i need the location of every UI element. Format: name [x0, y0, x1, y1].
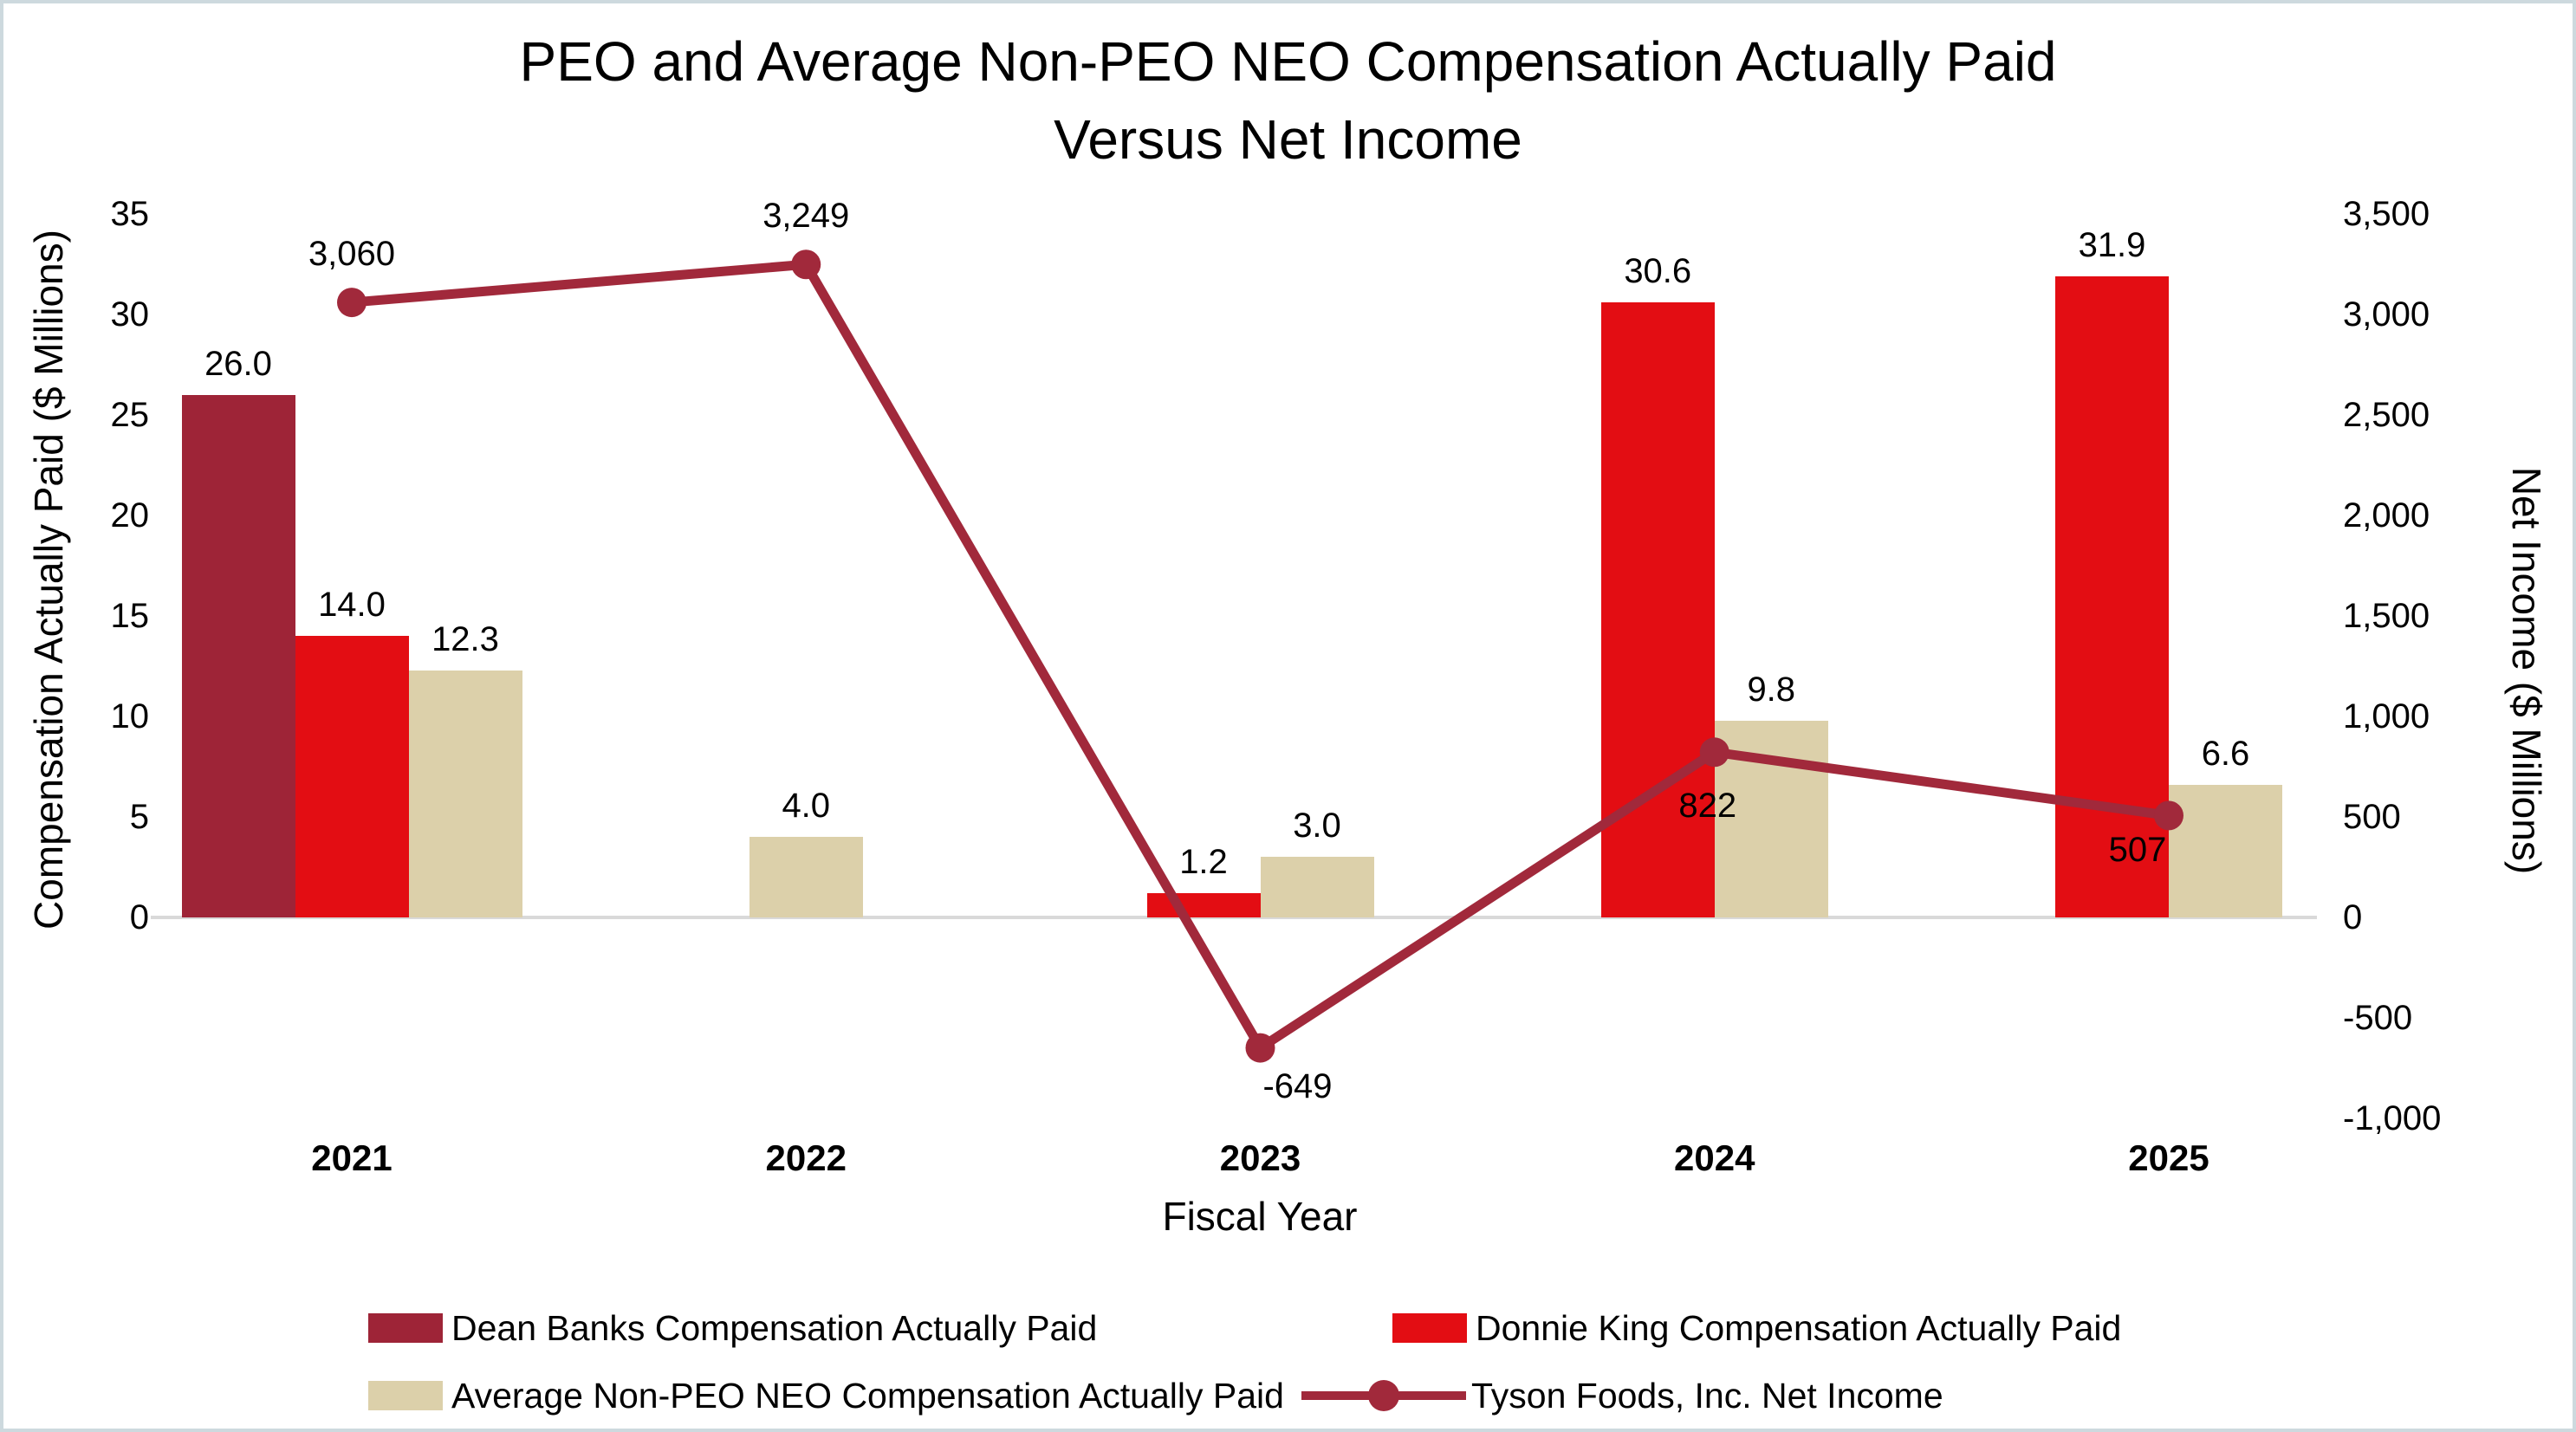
right-axis-tick: -1,000 [2343, 1099, 2442, 1137]
net-income-line-chart [337, 249, 2183, 1063]
legend-item-dean-banks: Dean Banks Compensation Actually Paid [368, 1309, 1097, 1347]
bar [181, 394, 295, 917]
legend-label-donnie-king: Donnie King Compensation Actually Paid [1476, 1308, 2122, 1348]
x-axis-title: Fiscal Year [1162, 1194, 1358, 1239]
legend-label-net-income: Tyson Foods, Inc. Net Income [1471, 1376, 1943, 1416]
chart-title: PEO and Average Non-PEO NEO Compensation… [3, 23, 2573, 178]
legend-swatch-dean-banks [368, 1313, 443, 1343]
left-axis-tick: 10 [110, 697, 150, 735]
right-axis-tick: 2,500 [2343, 396, 2430, 434]
line-marker [1245, 1033, 1275, 1063]
left-axis-tick: 30 [110, 295, 150, 334]
bar-value-label: 9.8 [1747, 670, 1796, 709]
chart-title-line1: PEO and Average Non-PEO NEO Compensation… [519, 30, 2057, 93]
left-axis-tick: 35 [110, 195, 150, 233]
bar-value-label: 12.3 [431, 619, 499, 658]
left-axis-tick: 5 [129, 798, 149, 836]
line-value-label: -649 [1262, 1066, 1333, 1105]
chart-title-line2: Versus Net Income [1054, 108, 1522, 171]
bar [408, 670, 522, 917]
right-axis-tick: 0 [2343, 898, 2363, 936]
x-axis-label: 2021 [311, 1137, 393, 1178]
x-axis-label: 2024 [1674, 1137, 1755, 1178]
net-income-line [351, 259, 2170, 1053]
bar-value-label: 31.9 [2078, 225, 2146, 264]
line-value-label: 822 [1678, 787, 1737, 826]
right-axis-tick: 3,500 [2343, 195, 2430, 233]
legend-swatch-avg-non-peo [368, 1381, 443, 1410]
left-axis-tick: 25 [110, 396, 150, 434]
right-axis-tick: -500 [2343, 999, 2413, 1037]
bar-value-label: 30.6 [1624, 252, 1692, 291]
legend-line-marker-icon [1301, 1377, 1466, 1415]
legend-item-donnie-king: Donnie King Compensation Actually Paid [1392, 1309, 2121, 1347]
legend-item-net-income: Tyson Foods, Inc. Net Income [1301, 1377, 1943, 1415]
zero-gridline [151, 916, 2317, 919]
left-axis-tick: 0 [129, 898, 149, 936]
bar-value-label: 3.0 [1293, 807, 1341, 846]
bar [2169, 784, 2282, 917]
bar [749, 837, 863, 917]
bar-value-label: 1.2 [1179, 843, 1228, 882]
right-axis-tick: 2,000 [2343, 496, 2430, 535]
bar [1260, 857, 1374, 917]
line-marker [337, 288, 367, 318]
x-axis-label: 2023 [1219, 1137, 1301, 1178]
legend-label-dean-banks: Dean Banks Compensation Actually Paid [451, 1308, 1098, 1348]
bar-value-label: 14.0 [318, 586, 386, 625]
x-axis-label: 2022 [765, 1137, 847, 1178]
right-axis-tick: 3,000 [2343, 295, 2430, 334]
line-marker [791, 249, 821, 280]
line-value-label: 3,249 [762, 197, 850, 236]
line-value-label: 507 [2108, 831, 2167, 870]
legend-label-avg-non-peo: Average Non-PEO NEO Compensation Actuall… [451, 1376, 1284, 1416]
legend-item-avg-non-peo: Average Non-PEO NEO Compensation Actuall… [368, 1377, 1284, 1415]
left-axis-tick: 15 [110, 597, 150, 635]
right-axis-tick: 1,500 [2343, 597, 2430, 635]
x-axis-label: 2025 [2128, 1137, 2209, 1178]
bar [1146, 893, 1261, 917]
line-marker [2154, 800, 2183, 831]
bar-value-label: 4.0 [782, 787, 831, 826]
left-axis-tick: 20 [110, 496, 150, 535]
legend-swatch-donnie-king [1392, 1313, 1467, 1343]
right-axis-tick: 1,000 [2343, 697, 2430, 735]
right-axis-tick: 500 [2343, 798, 2401, 836]
line-marker [1699, 737, 1729, 768]
bar-value-label: 6.6 [2201, 734, 2250, 773]
bar-value-label: 26.0 [204, 344, 272, 383]
bar [295, 636, 409, 917]
line-value-label: 3,060 [308, 235, 396, 274]
